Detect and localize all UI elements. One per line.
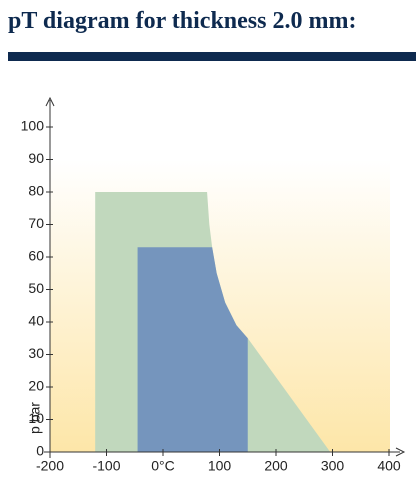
- y-tick-label: 100: [21, 118, 45, 134]
- y-tick-label: 0: [36, 443, 44, 459]
- x-arrow: [395, 447, 406, 457]
- chart-title: pT diagram for thickness 2.0 mm:: [8, 8, 357, 34]
- y-tick-label: 10: [28, 410, 44, 426]
- x-tick-label: 100: [208, 458, 232, 474]
- area-region: [137, 247, 248, 452]
- y-tick-label: 20: [28, 378, 44, 394]
- x-tick-label: 400: [377, 458, 401, 474]
- x-tick-label: 0°C: [151, 458, 175, 474]
- y-tick-label: 40: [28, 313, 44, 329]
- y-tick-label: 60: [28, 248, 44, 264]
- x-tick-label: 200: [264, 458, 288, 474]
- y-tick-label: 30: [28, 345, 44, 361]
- x-tick-label: 300: [321, 458, 345, 474]
- y-tick-label: 70: [28, 215, 44, 231]
- y-tick-label: 50: [28, 280, 44, 296]
- x-tick-label: -100: [92, 458, 120, 474]
- y-tick-label: 80: [28, 183, 44, 199]
- y-axis-label: p bar: [27, 402, 43, 434]
- y-tick-label: 90: [28, 150, 44, 166]
- title-rule: [8, 52, 416, 61]
- x-tick-label: -200: [36, 458, 64, 474]
- y-arrow: [45, 96, 55, 107]
